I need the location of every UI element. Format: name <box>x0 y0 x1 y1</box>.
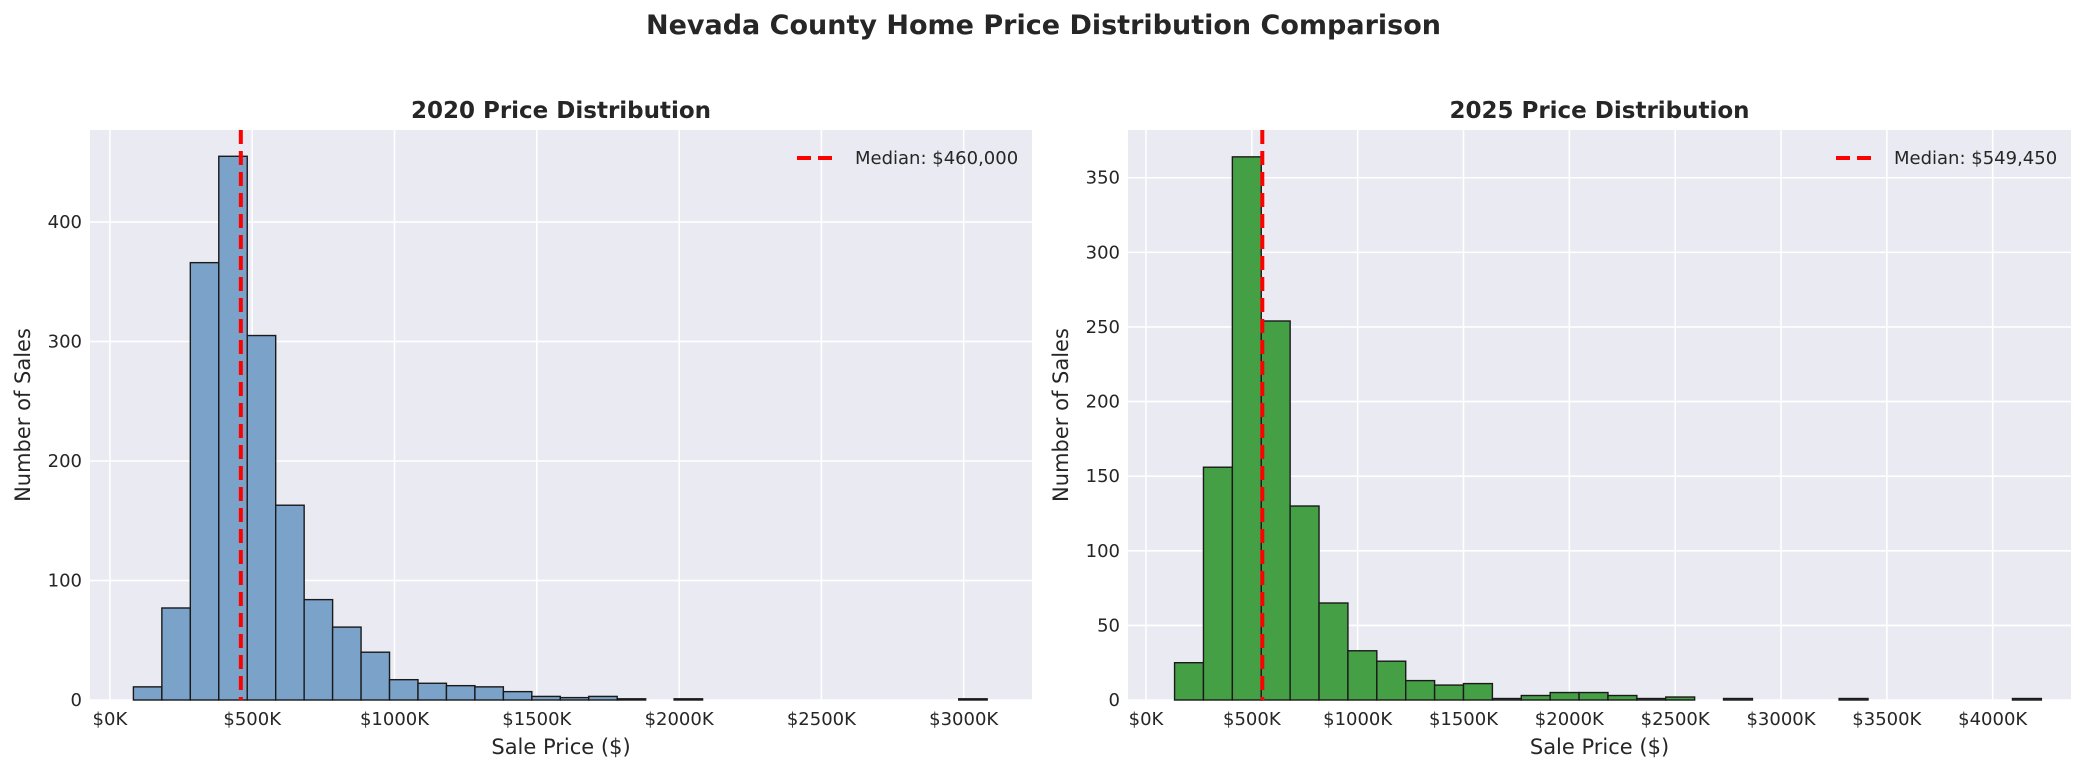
x-tick-label: $1000K <box>360 709 430 730</box>
x-tick-label: $3000K <box>1746 709 1816 730</box>
y-tick-label: 0 <box>1109 690 1120 711</box>
histogram-bar <box>1231 156 1262 701</box>
legend-median-label: Median: $549,450 <box>1894 148 2057 169</box>
x-tick-label: $0K <box>1129 709 1165 730</box>
x-tick-label: $3000K <box>929 709 999 730</box>
x-tick-label: $2000K <box>645 709 715 730</box>
histogram-bar <box>1549 691 1580 701</box>
y-tick-label: 300 <box>48 332 82 353</box>
x-tick-label: $500K <box>223 709 282 730</box>
histogram-bar <box>1607 694 1638 701</box>
histogram-bar <box>2011 697 2043 701</box>
y-tick-label: 250 <box>1086 317 1120 338</box>
histogram-bar <box>1462 682 1494 701</box>
y-tick-label: 200 <box>1086 392 1120 413</box>
histogram-bar <box>360 651 391 701</box>
x-tick-label: $500K <box>1223 709 1282 730</box>
histogram-bar <box>1260 320 1291 701</box>
legend-median-label: Median: $460,000 <box>855 148 1018 169</box>
y-tick-label: 350 <box>1086 168 1120 189</box>
histogram-bar <box>1376 660 1407 701</box>
x-tick-label: $1000K <box>1323 709 1393 730</box>
histogram-bar <box>303 598 334 701</box>
y-tick-label: 200 <box>48 451 82 472</box>
y-tick-label: 0 <box>71 690 82 711</box>
histogram-bar <box>1665 696 1696 701</box>
x-tick-label: $2000K <box>1535 709 1605 730</box>
histogram-bar <box>1636 697 1667 701</box>
histogram-bar <box>1722 697 1754 701</box>
histogram-bar <box>1838 697 1869 701</box>
x-tick-label: $0K <box>93 709 129 730</box>
y-tick-label: 400 <box>48 212 82 233</box>
figure-title: Nevada County Home Price Distribution Co… <box>645 10 1441 41</box>
histogram-bar <box>274 504 305 701</box>
y-tick-label: 300 <box>1086 242 1120 263</box>
y-tick-label: 100 <box>48 571 82 592</box>
y-tick-label: 50 <box>1097 615 1120 636</box>
x-tick-label: $3500K <box>1852 709 1922 730</box>
x-tick-label: $2500K <box>1641 709 1711 730</box>
x-tick-label: $1500K <box>502 709 572 730</box>
histogram-bar <box>1289 505 1320 701</box>
x-tick-label: $1500K <box>1429 709 1499 730</box>
y-axis-label: Number of Sales <box>1049 328 1073 502</box>
histogram-bar <box>1578 691 1609 701</box>
histogram-bar <box>1405 679 1436 701</box>
histogram-bar <box>616 698 647 701</box>
x-tick-label: $2500K <box>787 709 857 730</box>
histogram-bar <box>958 698 988 701</box>
histogram-bar <box>1202 466 1234 701</box>
x-tick-label: $4000K <box>1958 709 2028 730</box>
histogram-bar <box>673 698 704 701</box>
y-tick-label: 100 <box>1086 541 1120 562</box>
histogram-bar <box>1173 661 1205 701</box>
x-axis-label: Sale Price ($) <box>1530 735 1669 759</box>
x-axis-label: Sale Price ($) <box>491 735 630 759</box>
histogram-bar <box>1433 684 1465 701</box>
histogram-bar <box>1347 650 1378 701</box>
y-tick-label: 150 <box>1086 466 1120 487</box>
y-axis-label: Number of Sales <box>11 328 35 502</box>
histogram-bar <box>1520 694 1551 701</box>
chart-title: 2020 Price Distribution <box>411 98 711 124</box>
histogram-bar <box>1318 602 1349 701</box>
histogram-bar <box>1491 697 1522 701</box>
histogram-bar <box>246 334 277 701</box>
chart-title: 2025 Price Distribution <box>1449 98 1749 124</box>
